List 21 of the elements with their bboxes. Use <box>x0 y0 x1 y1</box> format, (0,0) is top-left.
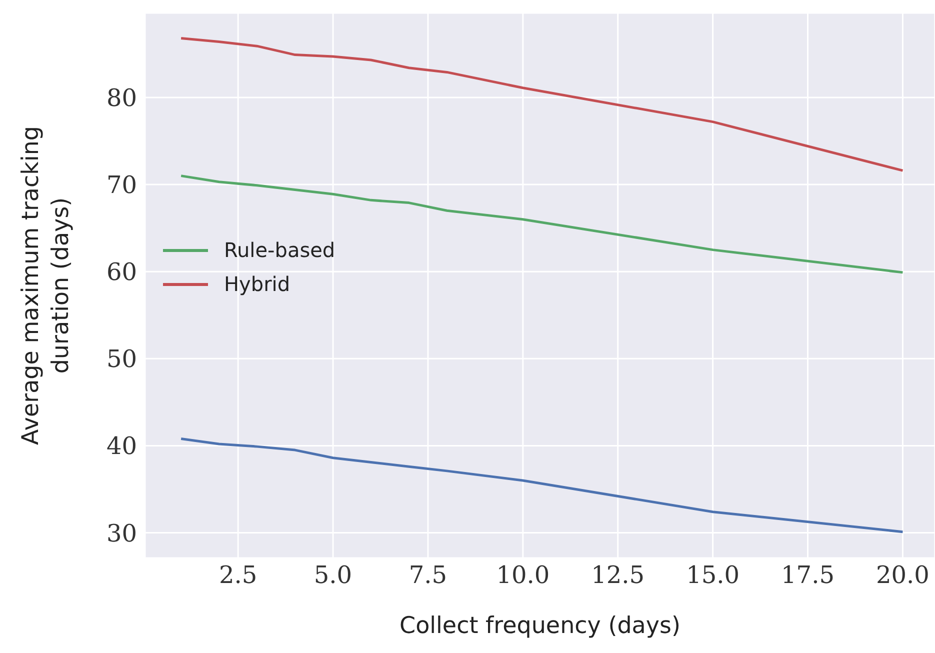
y-tick-label: 80 <box>106 84 137 112</box>
y-tick-label: 50 <box>106 345 137 374</box>
x-tick-label: 7.5 <box>408 561 448 590</box>
y-tick-label: 30 <box>106 519 137 548</box>
line-series <box>180 37 904 172</box>
x-tick-label: 12.5 <box>591 561 645 590</box>
x-tick-label: 2.5 <box>218 561 258 590</box>
y-tick-label: 40 <box>106 432 137 460</box>
x-tick-label: 5.0 <box>314 561 352 590</box>
legend-label: Rule-based <box>224 237 336 264</box>
y-tick-label: 70 <box>106 171 137 200</box>
line-series <box>180 437 904 534</box>
x-tick-label: 20.0 <box>876 561 930 590</box>
legend-label: Hybrid <box>224 271 290 298</box>
x-axis-title: Collect frequency (days) <box>400 613 680 639</box>
y-tick-label: 60 <box>106 258 137 286</box>
x-tick-label: 17.5 <box>781 561 834 590</box>
line-series <box>180 174 904 274</box>
y-axis-title: Average maximum tracking duration (days) <box>18 126 74 446</box>
x-tick-label: 10.0 <box>496 561 550 590</box>
x-tick-label: 15.0 <box>686 561 740 590</box>
